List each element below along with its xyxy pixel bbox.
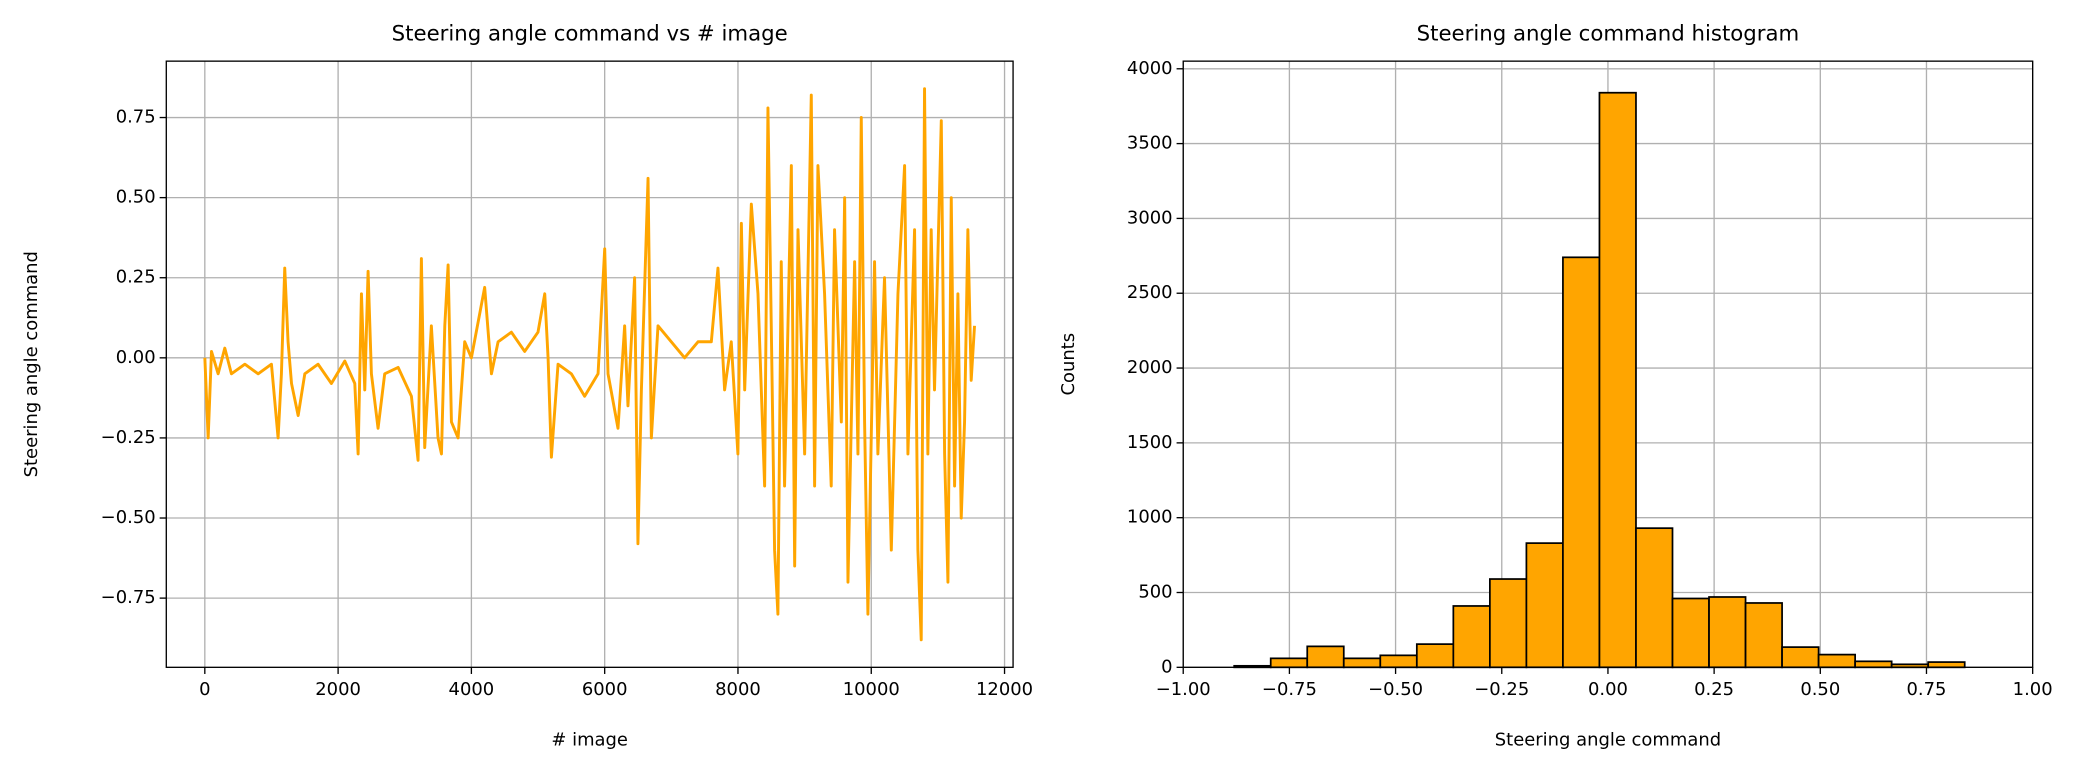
y-tick-label: −0.50 [101,507,156,528]
hist-bar [1744,602,1783,669]
x-tick-label: 1.00 [2013,679,2053,700]
hist-bar [1927,661,1966,669]
hist-bar [1489,578,1528,669]
x-tick-label: 10000 [843,679,900,700]
x-tick-label: 0.25 [1694,679,1734,700]
hist-bar [1269,657,1309,669]
hist-bar [1598,91,1637,669]
hist-bar [1671,597,1710,669]
hist-bar [1635,527,1674,669]
axes-frame [1182,60,2034,668]
y-tick-label: 2500 [1127,282,1173,303]
x-axis-label: # image [551,729,628,750]
x-tick-label: 0.75 [1907,679,1947,700]
y-tick-label: −0.25 [101,427,156,448]
y-tick-label: 2000 [1127,357,1173,378]
y-tick-label: 3500 [1127,133,1173,154]
x-tick-label: 0 [199,679,210,700]
x-tick-label: 6000 [582,679,628,700]
x-tick-label: 8000 [715,679,761,700]
hist-bar [1781,646,1820,669]
hist-bar [1708,596,1747,669]
data-line [203,87,976,642]
y-tick-label: 1000 [1127,507,1173,528]
x-tick-label: 12000 [976,679,1033,700]
x-tick-label: 4000 [449,679,495,700]
chart-title: Steering angle command histogram [1417,22,1800,47]
y-tick-label: 0 [1161,656,1172,677]
hist-bar [1379,654,1418,669]
hist-bar [1306,645,1345,669]
x-tick-label: 0.00 [1588,679,1628,700]
x-axis-label: Steering angle command [1495,729,1721,750]
hist-bar [1415,643,1455,669]
y-tick-label: 500 [1138,582,1172,603]
x-tick-label: 2000 [315,679,361,700]
axes-frame [165,60,1014,668]
y-tick-label: 4000 [1127,58,1173,79]
y-axis-label: Counts [1058,333,1079,396]
y-tick-label: 0.50 [116,187,156,208]
x-tick-label: −0.25 [1474,679,1529,700]
hist-bar [1452,605,1491,669]
y-tick-label: −0.75 [101,587,156,608]
chart-title: Steering angle command vs # image [392,22,788,47]
y-tick-label: 0.25 [116,267,156,288]
hist-bar [1525,542,1564,669]
hist-bar [1854,660,1893,669]
y-tick-label: 3000 [1127,207,1173,228]
hist-bar [1562,256,1601,669]
x-tick-label: −1.00 [1156,679,1211,700]
y-axis-label: Steering angle command [21,251,42,477]
x-tick-label: −0.75 [1262,679,1317,700]
y-tick-label: 0.75 [116,107,156,128]
hist-bar [1817,653,1856,669]
hist-bar [1342,657,1382,669]
x-tick-label: −0.50 [1368,679,1423,700]
x-tick-label: 0.50 [1800,679,1840,700]
y-tick-label: 1500 [1127,432,1173,453]
y-tick-label: 0.00 [116,347,156,368]
